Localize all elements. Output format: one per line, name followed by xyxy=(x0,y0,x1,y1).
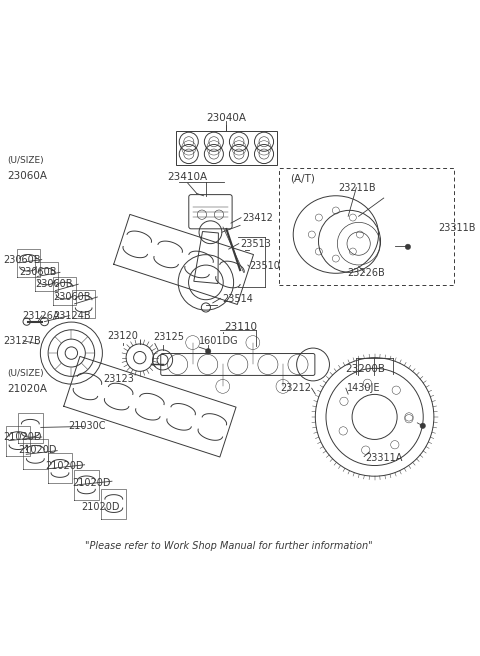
Text: 23226B: 23226B xyxy=(347,268,385,278)
Text: 23124B: 23124B xyxy=(53,311,91,321)
Text: 23127B: 23127B xyxy=(3,336,41,346)
Bar xyxy=(176,131,276,165)
Text: 23311B: 23311B xyxy=(438,222,476,233)
Text: 21020D: 21020D xyxy=(81,502,120,512)
Text: 21020D: 21020D xyxy=(18,445,57,455)
Text: 23060B: 23060B xyxy=(35,279,72,289)
Text: 23060B: 23060B xyxy=(3,255,40,264)
Bar xyxy=(279,169,455,285)
Text: (U/SIZE): (U/SIZE) xyxy=(8,369,44,378)
Text: (U/SIZE): (U/SIZE) xyxy=(8,155,44,165)
Circle shape xyxy=(205,348,211,354)
Text: 21020D: 21020D xyxy=(73,478,111,488)
Text: 21020D: 21020D xyxy=(3,432,41,441)
Text: 21030C: 21030C xyxy=(68,422,106,432)
Text: 23200B: 23200B xyxy=(346,363,385,374)
Text: 23125: 23125 xyxy=(154,332,184,342)
Text: 21020D: 21020D xyxy=(46,461,84,471)
Text: 23123: 23123 xyxy=(103,374,134,384)
Text: 21020A: 21020A xyxy=(8,384,48,394)
Text: 23060B: 23060B xyxy=(19,268,57,277)
Text: 23110: 23110 xyxy=(224,321,257,332)
Text: 1430JE: 1430JE xyxy=(347,383,381,393)
Text: 23126A: 23126A xyxy=(23,311,60,321)
Text: "Please refer to Work Shop Manual for further information": "Please refer to Work Shop Manual for fu… xyxy=(85,541,372,551)
Text: 23040A: 23040A xyxy=(206,113,246,123)
Text: 23120: 23120 xyxy=(108,331,138,340)
Circle shape xyxy=(420,423,425,428)
Text: 23513: 23513 xyxy=(240,239,271,249)
Circle shape xyxy=(405,244,410,249)
Text: 23510: 23510 xyxy=(249,262,280,272)
Text: 23514: 23514 xyxy=(222,295,253,304)
Text: 23212: 23212 xyxy=(280,383,311,393)
Text: 23412: 23412 xyxy=(242,213,273,222)
Text: 23060A: 23060A xyxy=(8,171,48,180)
Text: 1601DG: 1601DG xyxy=(199,337,239,346)
Text: 23060B: 23060B xyxy=(53,292,91,302)
Text: 23211B: 23211B xyxy=(338,182,376,193)
Text: 23410A: 23410A xyxy=(168,172,208,182)
Text: 23311A: 23311A xyxy=(365,453,403,463)
Text: (A/T): (A/T) xyxy=(290,174,315,184)
